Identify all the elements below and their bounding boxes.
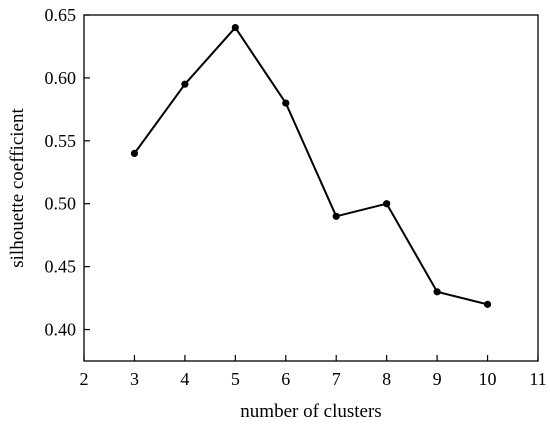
y-tick-label: 0.40 [45, 320, 77, 340]
data-point [282, 99, 290, 107]
data-point [433, 288, 441, 296]
y-tick-label: 0.55 [45, 131, 77, 151]
x-tick-label: 9 [433, 369, 442, 389]
plot-frame [83, 14, 539, 362]
data-point [483, 300, 492, 308]
x-tick-label: 5 [231, 369, 240, 389]
y-axis-title: silhouette coefficient [7, 108, 28, 268]
x-tick-label: 6 [281, 369, 290, 389]
x-tick-label: 7 [332, 369, 341, 389]
data-point [231, 23, 239, 32]
data-point [181, 80, 189, 88]
x-tick-label: 3 [130, 369, 139, 389]
x-axis-title: number of clusters [240, 401, 381, 422]
y-tick-label: 0.65 [45, 5, 77, 25]
y-tick-label: 0.60 [45, 68, 77, 88]
data-point [130, 149, 139, 157]
series-line [133, 26, 488, 306]
series-layer [130, 23, 492, 308]
y-axis-ticks: 0.40 0.45 0.50 0.55 0.60 0.65 [45, 5, 90, 340]
data-point [383, 200, 391, 208]
x-axis-ticks: 2 3 4 5 6 7 8 9 10 11 [80, 355, 547, 389]
x-tick-label: 2 [80, 369, 89, 389]
x-tick-label: 8 [382, 369, 391, 389]
x-tick-label: 11 [529, 369, 546, 389]
x-tick-label: 10 [479, 369, 497, 389]
x-tick-label: 4 [180, 369, 189, 389]
data-point [332, 212, 340, 220]
y-tick-label: 0.50 [45, 194, 77, 214]
y-tick-label: 0.45 [45, 257, 77, 277]
